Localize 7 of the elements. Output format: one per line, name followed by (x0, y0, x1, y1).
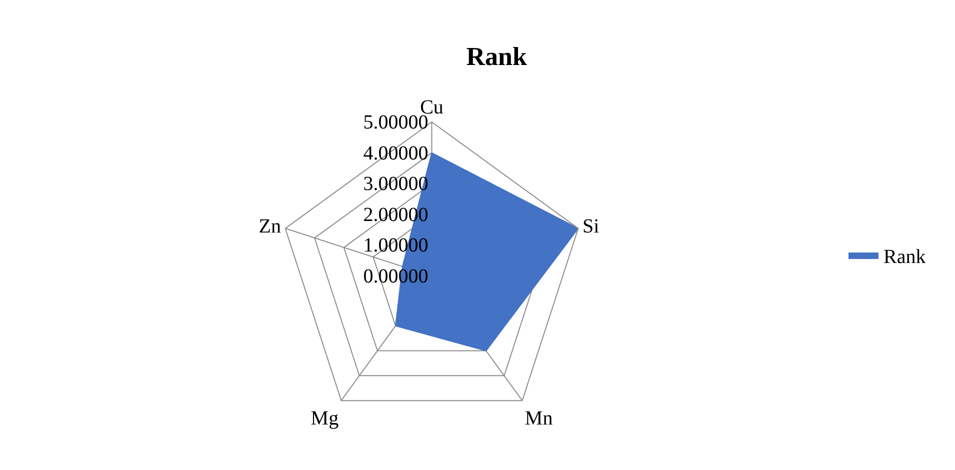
spoke-label: Zn (258, 215, 282, 238)
spoke-label: Si (582, 215, 600, 238)
chart-title: Rank (466, 42, 528, 72)
y-tick-label: 4.00000 (363, 142, 428, 164)
spoke-label: Mg (310, 408, 339, 430)
spoke-label: Mn (524, 408, 553, 430)
legend-label: Rank (884, 246, 926, 268)
